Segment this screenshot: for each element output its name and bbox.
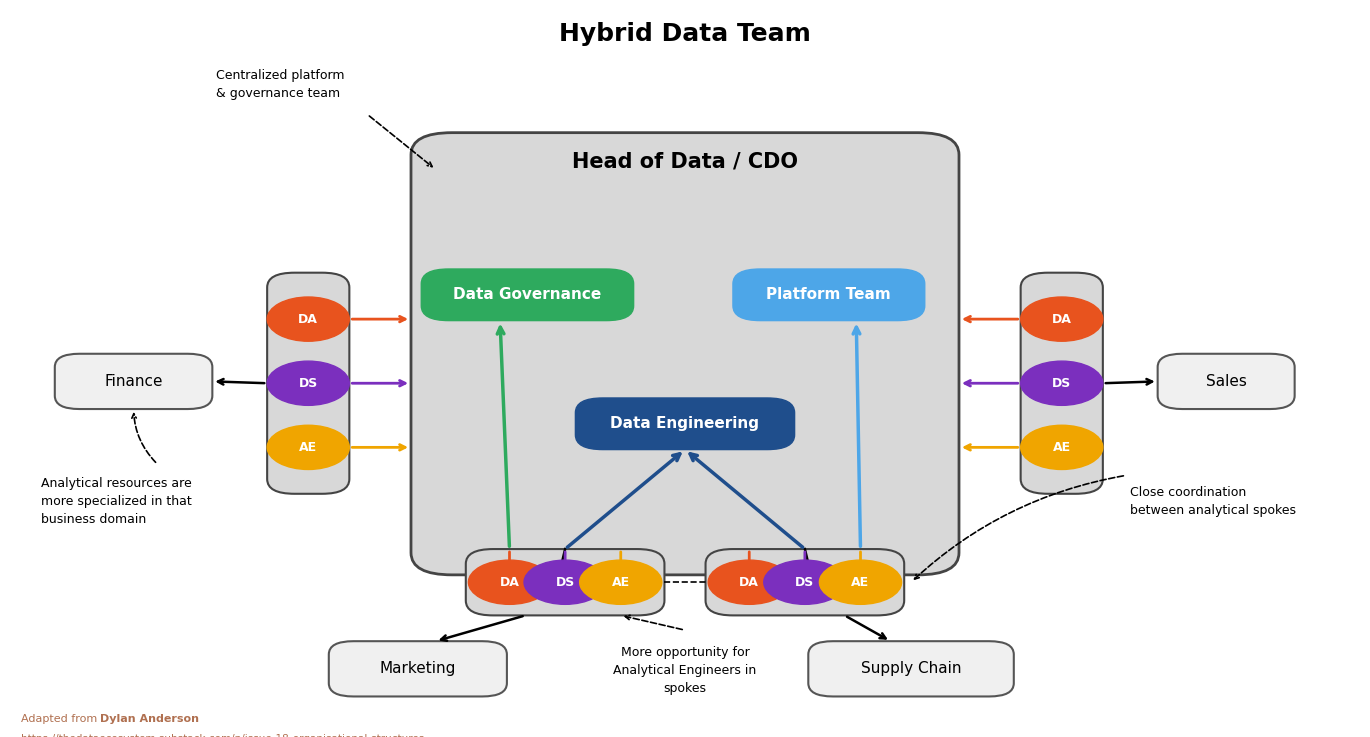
Circle shape	[267, 361, 349, 405]
Text: DS: DS	[555, 576, 575, 589]
Circle shape	[580, 560, 662, 604]
FancyBboxPatch shape	[267, 273, 349, 494]
Text: AE: AE	[299, 441, 318, 454]
Text: Data Engineering: Data Engineering	[611, 416, 759, 431]
Text: Marketing: Marketing	[379, 661, 456, 677]
FancyBboxPatch shape	[55, 354, 212, 409]
Circle shape	[819, 560, 901, 604]
Circle shape	[267, 425, 349, 469]
FancyBboxPatch shape	[421, 269, 633, 321]
Text: Dylan Anderson: Dylan Anderson	[100, 713, 199, 724]
Circle shape	[1021, 425, 1103, 469]
Text: DS: DS	[1052, 377, 1071, 390]
Text: More opportunity for
Analytical Engineers in
spokes: More opportunity for Analytical Engineer…	[614, 646, 756, 695]
FancyBboxPatch shape	[466, 549, 664, 615]
FancyBboxPatch shape	[575, 398, 795, 450]
Text: DA: DA	[740, 576, 759, 589]
Text: Hybrid Data Team: Hybrid Data Team	[559, 22, 811, 46]
Text: Analytical resources are
more specialized in that
business domain: Analytical resources are more specialize…	[41, 477, 192, 525]
Text: Head of Data / CDO: Head of Data / CDO	[573, 151, 797, 171]
Text: Data Governance: Data Governance	[453, 287, 601, 302]
Circle shape	[764, 560, 845, 604]
Text: https://thedataecosystem.substack.com/p/issue-18-organisational-structures: https://thedataecosystem.substack.com/p/…	[21, 734, 423, 737]
Text: DA: DA	[500, 576, 519, 589]
Text: Adapted from: Adapted from	[21, 713, 100, 724]
Text: AE: AE	[611, 576, 630, 589]
Text: DA: DA	[1052, 312, 1071, 326]
Text: Supply Chain: Supply Chain	[860, 661, 962, 677]
Text: Centralized platform
& governance team: Centralized platform & governance team	[216, 69, 345, 100]
FancyBboxPatch shape	[1021, 273, 1103, 494]
Text: Finance: Finance	[104, 374, 163, 389]
Circle shape	[1021, 297, 1103, 341]
Text: AE: AE	[851, 576, 870, 589]
Text: Platform Team: Platform Team	[766, 287, 892, 302]
Circle shape	[708, 560, 790, 604]
FancyBboxPatch shape	[706, 549, 904, 615]
Text: Close coordination
between analytical spokes: Close coordination between analytical sp…	[1130, 486, 1296, 517]
Circle shape	[267, 297, 349, 341]
Text: AE: AE	[1052, 441, 1071, 454]
Text: DA: DA	[299, 312, 318, 326]
Text: DS: DS	[299, 377, 318, 390]
Text: Sales: Sales	[1206, 374, 1247, 389]
Circle shape	[469, 560, 551, 604]
Text: DS: DS	[795, 576, 815, 589]
FancyBboxPatch shape	[411, 133, 959, 575]
FancyBboxPatch shape	[329, 641, 507, 696]
FancyBboxPatch shape	[808, 641, 1014, 696]
Circle shape	[1021, 361, 1103, 405]
FancyBboxPatch shape	[733, 269, 925, 321]
FancyBboxPatch shape	[1158, 354, 1295, 409]
Circle shape	[523, 560, 606, 604]
